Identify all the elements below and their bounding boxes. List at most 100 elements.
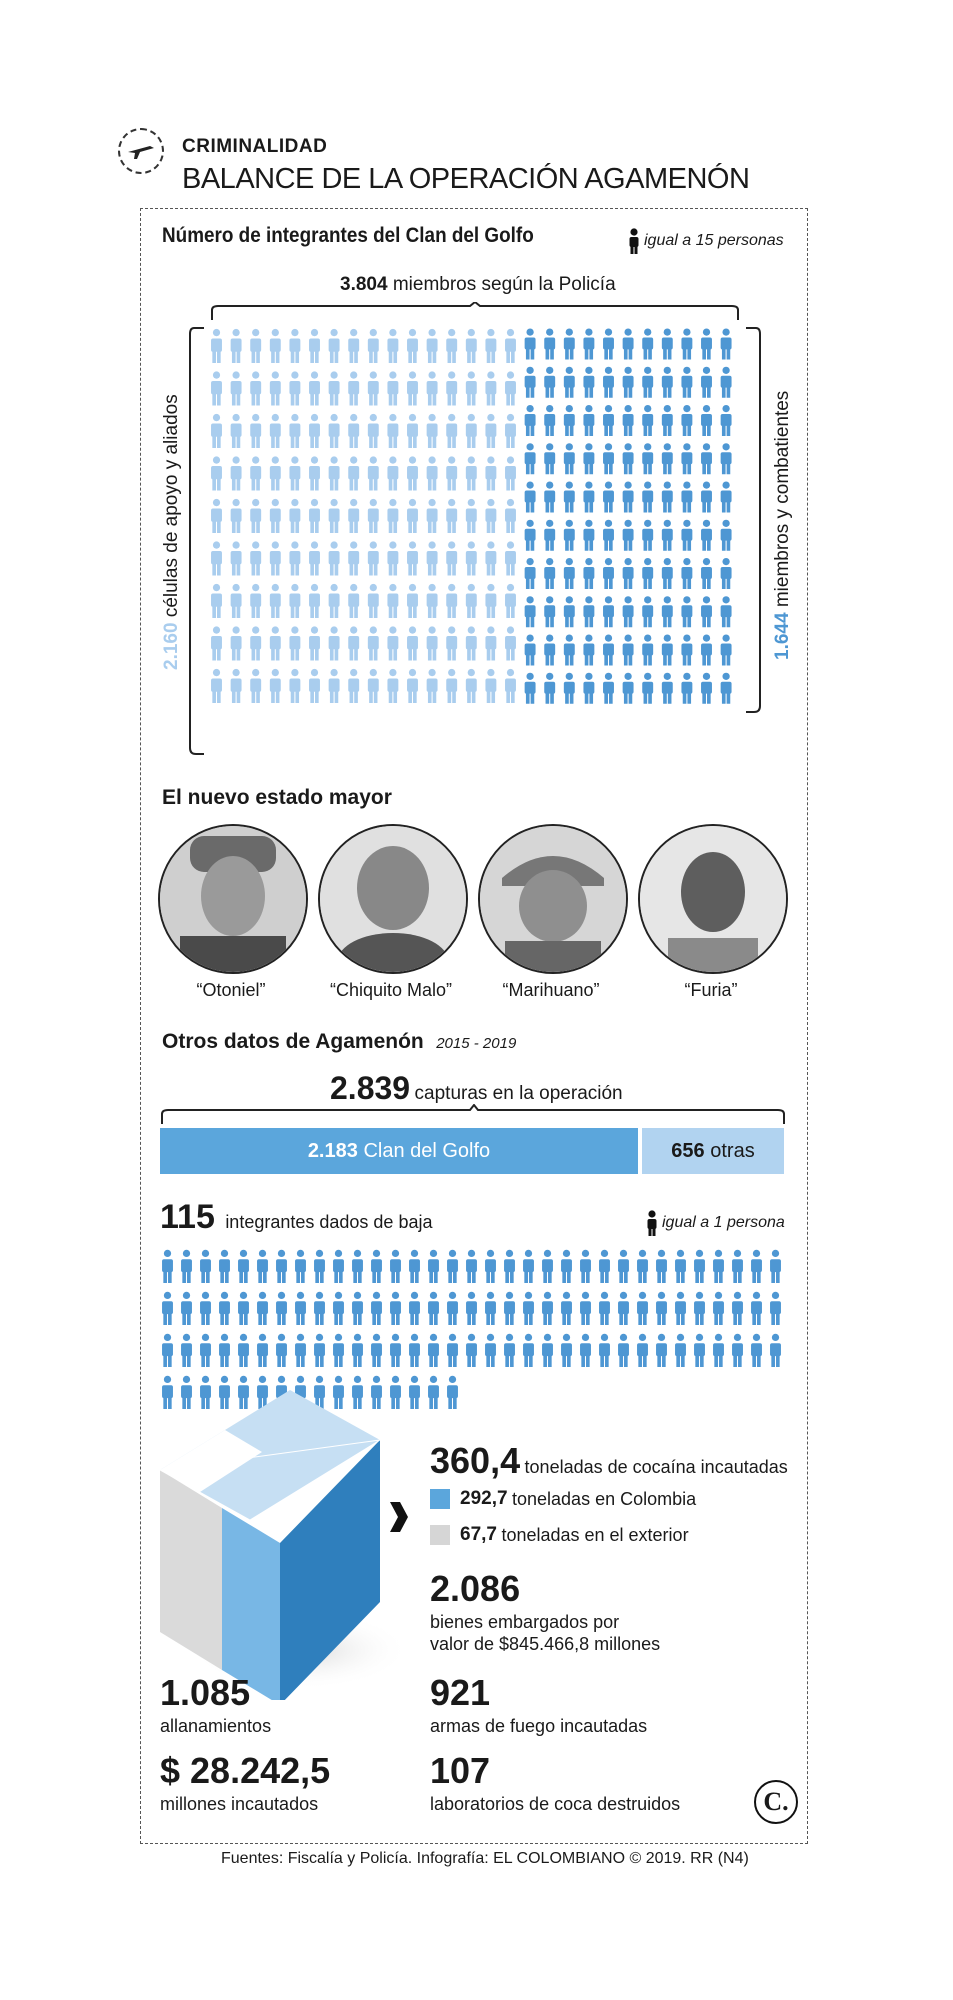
person-icon-dark [622, 596, 634, 628]
person-icon-killed [428, 1291, 439, 1325]
person-icon-light [505, 328, 516, 363]
person-icon-light [328, 541, 340, 576]
person-icon-light [211, 498, 222, 533]
person-icon-killed [713, 1333, 724, 1367]
person-icon-killed [732, 1333, 743, 1367]
person-icon-killed [504, 1333, 515, 1367]
person-icon-killed [485, 1249, 496, 1283]
person-icon-dark [544, 366, 556, 398]
left-label: células de apoyo y aliados [161, 394, 182, 618]
person-icon-light [211, 541, 222, 576]
person-icon-killed [257, 1249, 268, 1283]
person-icon-light [230, 413, 242, 448]
portrait-furia [638, 824, 788, 974]
person-icon-dark [583, 596, 595, 628]
person-icon-killed [409, 1249, 420, 1283]
person-icon-dark [603, 672, 614, 704]
person-icon-killed [352, 1291, 363, 1325]
person-icon-light [250, 626, 262, 661]
person-icon-dark [701, 443, 712, 475]
allan-value: 1.085 [160, 1672, 251, 1713]
person-icon-light [485, 626, 497, 661]
person-icon-light [407, 456, 418, 491]
person-icon-light [485, 583, 497, 618]
person-icon-killed [371, 1375, 382, 1409]
person-icon-killed [162, 1333, 173, 1367]
person-icon-light [387, 541, 399, 576]
person-icon-light [387, 456, 399, 491]
captures-value: 2.839 [330, 1070, 411, 1106]
person-icon-light [407, 498, 418, 533]
person-icon-killed [390, 1249, 401, 1283]
person-icon-light [250, 583, 262, 618]
person-icon-light [446, 541, 458, 576]
person-icon-dark [701, 328, 712, 360]
person-icon-light [485, 371, 497, 406]
person-icon-dark [681, 404, 693, 436]
captures-bar-others: 656 otras [642, 1128, 784, 1174]
person-icon-dark [642, 596, 654, 628]
person-icon-killed [314, 1291, 325, 1325]
person-icon-killed [580, 1333, 591, 1367]
other-heading: Otros datos de Agamenón [162, 1030, 424, 1053]
person-icon-light [230, 498, 242, 533]
person-icon-light [367, 498, 379, 533]
person-icon-dark [720, 404, 732, 436]
right-bracket [746, 327, 761, 713]
person-icon-light [387, 583, 399, 618]
person-icon-dark [661, 481, 673, 513]
person-icon-killed [561, 1291, 572, 1325]
person-icon-killed [523, 1291, 534, 1325]
person-icon-dark [524, 366, 536, 398]
person-icon-dark [544, 634, 556, 666]
person-icon-dark [622, 634, 634, 666]
person-icon-light [446, 668, 458, 703]
person-icon-dark [701, 596, 712, 628]
person-icon-dark [544, 519, 556, 551]
person-icon-light [289, 328, 301, 363]
person-icon-dark [681, 366, 693, 398]
members-pictogram [211, 328, 732, 704]
person-icon-dark [642, 634, 654, 666]
person-icon-killed [504, 1291, 515, 1325]
person-icon-killed [200, 1249, 211, 1283]
person-icon-light [426, 583, 438, 618]
person-icon-dark [583, 557, 595, 589]
person-icon-dark [642, 481, 654, 513]
person-icon-light [348, 456, 360, 491]
killed-value: 115 [160, 1198, 215, 1236]
person-icon-killed [276, 1333, 287, 1367]
person-icon-dark [681, 672, 693, 704]
caption-otoniel: “Otoniel” [196, 980, 266, 1000]
person-icon-killed [618, 1333, 629, 1367]
person-icon-light [465, 626, 477, 661]
person-icon-light [367, 541, 379, 576]
right-label: miembros y combatientes [772, 390, 793, 608]
person-icon-dark [622, 443, 634, 475]
bar1-value: 2.183 [307, 1139, 358, 1162]
person-icon-light [309, 626, 320, 661]
person-icon-killed [333, 1375, 344, 1409]
person-icon-light [250, 668, 262, 703]
person-icon-light [211, 456, 222, 491]
person-icon-light [211, 413, 222, 448]
person-icon-killed [219, 1333, 230, 1367]
person-icon-killed [428, 1249, 439, 1283]
person-icon-light [465, 498, 477, 533]
person-icon-killed [314, 1249, 325, 1283]
caption-chiquito-malo: “Chiquito Malo” [329, 980, 453, 1000]
person-icon-light [269, 668, 281, 703]
person-icon-light [367, 456, 379, 491]
person-icon-light [465, 328, 477, 363]
person-icon-light [269, 413, 281, 448]
person-icon-killed [675, 1333, 686, 1367]
swatch-exterior [430, 1525, 450, 1545]
person-icon-light [309, 541, 320, 576]
person-icon-killed [219, 1375, 230, 1409]
person-icon-killed [751, 1333, 762, 1367]
person-icon-killed [295, 1249, 306, 1283]
person-icon-dark [720, 672, 732, 704]
person-icon-light [387, 626, 399, 661]
person-icon-dark [701, 366, 712, 398]
person-icon-killed [333, 1333, 344, 1367]
